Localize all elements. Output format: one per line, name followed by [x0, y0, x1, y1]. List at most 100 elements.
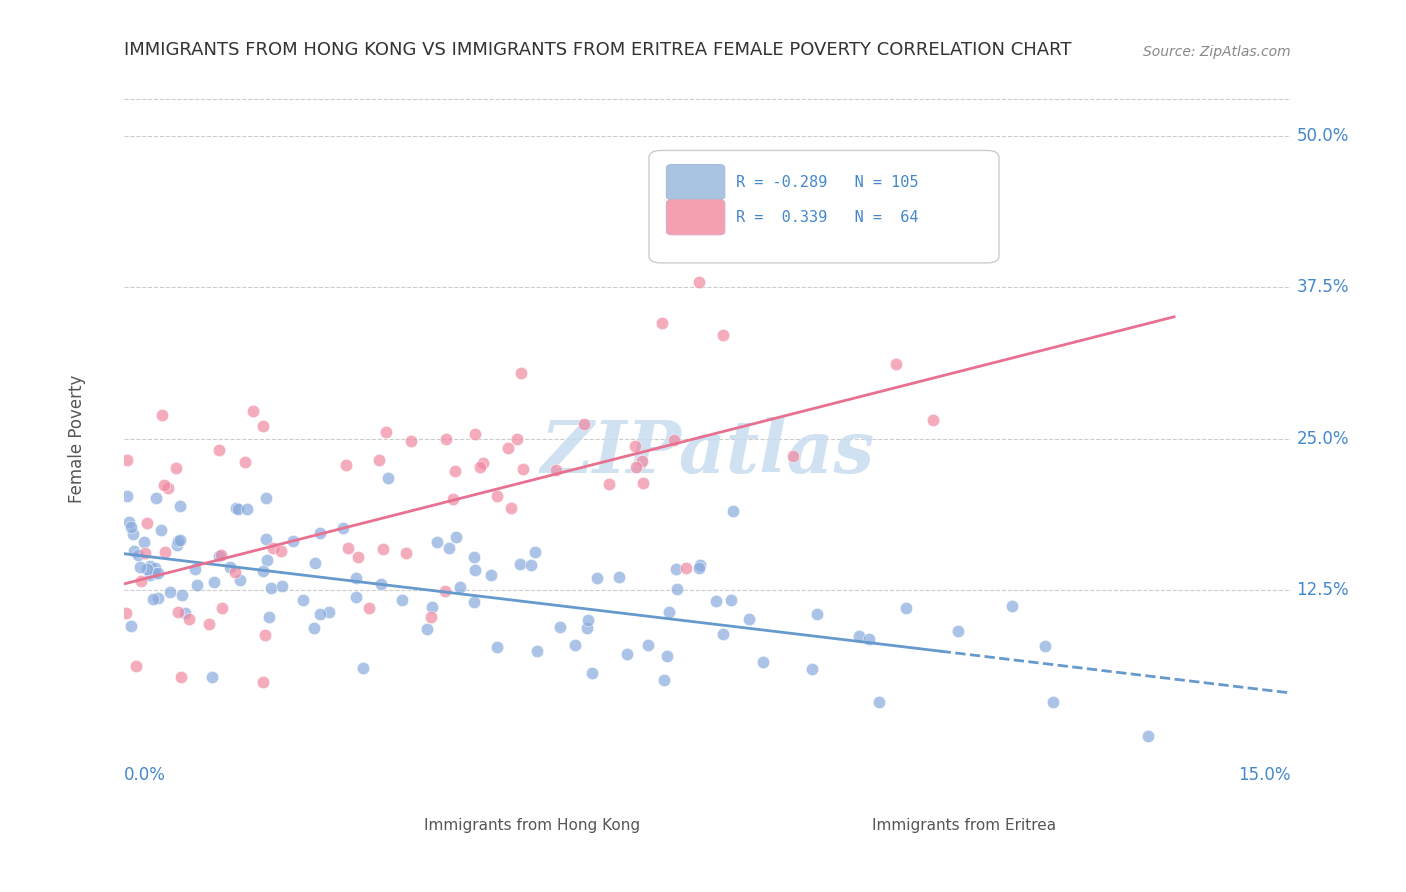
- Point: [184, 562, 207, 576]
- Point: [658, 605, 681, 619]
- Point: [357, 601, 380, 615]
- Point: [225, 500, 247, 515]
- Text: 12.5%: 12.5%: [1296, 581, 1350, 599]
- Point: [1035, 639, 1057, 653]
- Point: [858, 632, 880, 646]
- Point: [153, 545, 176, 559]
- Point: [145, 491, 167, 506]
- Point: [233, 455, 256, 469]
- Point: [463, 595, 485, 609]
- Point: [572, 417, 595, 431]
- Point: [544, 463, 567, 477]
- Point: [1001, 599, 1024, 614]
- Point: [115, 453, 138, 467]
- Point: [224, 565, 246, 579]
- Point: [441, 492, 464, 507]
- Point: [464, 563, 486, 577]
- Point: [401, 434, 423, 449]
- Point: [211, 600, 233, 615]
- Point: [254, 628, 277, 642]
- Point: [433, 583, 456, 598]
- Point: [391, 593, 413, 607]
- Point: [581, 666, 603, 681]
- Point: [148, 591, 170, 605]
- Point: [420, 610, 443, 624]
- FancyBboxPatch shape: [835, 810, 869, 830]
- Point: [922, 413, 945, 427]
- Point: [259, 609, 281, 624]
- Point: [165, 461, 187, 475]
- Point: [607, 570, 630, 584]
- Text: Immigrants from Eritrea: Immigrants from Eritrea: [872, 818, 1056, 833]
- Point: [526, 644, 548, 658]
- Text: IMMIGRANTS FROM HONG KONG VS IMMIGRANTS FROM ERITREA FEMALE POVERTY CORRELATION : IMMIGRANTS FROM HONG KONG VS IMMIGRANTS …: [124, 41, 1071, 59]
- Point: [675, 560, 697, 574]
- Point: [782, 449, 804, 463]
- Point: [509, 558, 531, 572]
- Point: [564, 638, 586, 652]
- Point: [309, 525, 332, 540]
- Point: [548, 620, 571, 634]
- Text: 15.0%: 15.0%: [1239, 766, 1291, 784]
- Point: [335, 458, 357, 472]
- Point: [367, 453, 389, 467]
- Point: [498, 441, 520, 455]
- Point: [139, 568, 162, 582]
- Point: [169, 670, 191, 684]
- Point: [124, 543, 146, 558]
- Point: [721, 504, 744, 518]
- Point: [271, 579, 294, 593]
- Point: [139, 558, 162, 573]
- Point: [201, 670, 224, 684]
- Point: [153, 478, 176, 492]
- Point: [120, 520, 142, 534]
- Point: [228, 573, 250, 587]
- Point: [446, 530, 468, 544]
- Point: [523, 544, 546, 558]
- Point: [344, 571, 367, 585]
- Point: [689, 558, 711, 572]
- Point: [713, 627, 735, 641]
- Point: [122, 526, 145, 541]
- Point: [262, 541, 284, 556]
- Point: [631, 476, 654, 491]
- Point: [131, 574, 153, 588]
- Point: [281, 534, 304, 549]
- Point: [422, 600, 444, 615]
- Point: [128, 559, 150, 574]
- Text: Source: ZipAtlas.com: Source: ZipAtlas.com: [1143, 45, 1291, 59]
- Point: [616, 648, 638, 662]
- Point: [509, 366, 531, 380]
- Text: 25.0%: 25.0%: [1296, 430, 1350, 448]
- Point: [505, 432, 527, 446]
- Point: [159, 585, 181, 599]
- Point: [207, 549, 229, 563]
- Point: [198, 617, 221, 632]
- Text: Immigrants from Hong Kong: Immigrants from Hong Kong: [425, 818, 640, 833]
- Point: [374, 425, 396, 439]
- Point: [444, 464, 467, 478]
- Point: [738, 612, 761, 626]
- Point: [292, 592, 315, 607]
- Text: R =  0.339   N =  64: R = 0.339 N = 64: [737, 210, 920, 225]
- Point: [486, 640, 509, 655]
- Point: [486, 490, 509, 504]
- Point: [208, 442, 231, 457]
- Point: [711, 328, 734, 343]
- Point: [512, 461, 534, 475]
- Point: [260, 581, 283, 595]
- Point: [125, 659, 148, 673]
- Point: [219, 559, 242, 574]
- Point: [120, 618, 142, 632]
- Point: [434, 432, 457, 446]
- Text: 50.0%: 50.0%: [1296, 127, 1348, 145]
- Point: [464, 427, 486, 442]
- Point: [318, 605, 340, 619]
- Point: [254, 491, 277, 506]
- Point: [1042, 695, 1064, 709]
- Point: [416, 622, 439, 636]
- Point: [631, 454, 654, 468]
- Point: [142, 592, 165, 607]
- Point: [499, 501, 522, 516]
- Point: [662, 434, 685, 448]
